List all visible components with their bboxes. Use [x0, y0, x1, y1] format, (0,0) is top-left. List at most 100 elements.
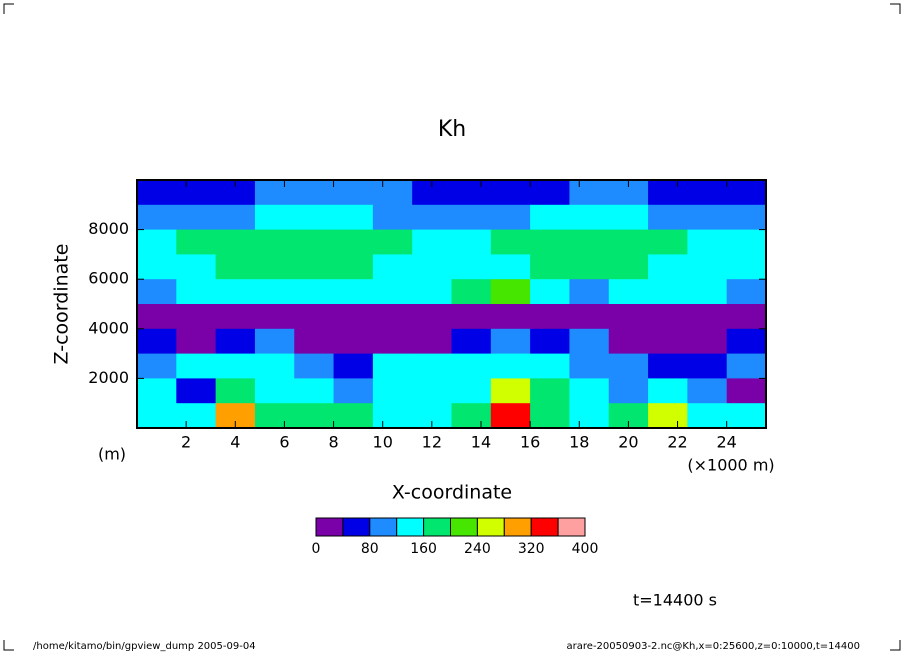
colorbar-swatch — [503, 517, 532, 537]
cell — [372, 304, 413, 330]
cell — [254, 328, 295, 355]
time-annotation: t=14400 s — [633, 591, 717, 610]
cell — [215, 279, 256, 305]
colorbar-label: 240 — [464, 541, 491, 557]
cell — [137, 180, 177, 206]
x-tick-label: 16 — [520, 433, 540, 452]
cell — [451, 353, 492, 379]
cell — [372, 378, 413, 404]
cell — [648, 204, 688, 231]
cell — [294, 328, 335, 355]
cell — [687, 378, 728, 404]
cell — [569, 403, 610, 429]
cell — [215, 254, 256, 280]
cell — [333, 180, 374, 206]
y-tick-label: 2000 — [88, 368, 129, 387]
x-tick-label: 6 — [279, 433, 289, 452]
cell — [372, 204, 413, 231]
cell — [333, 229, 374, 255]
cell — [372, 328, 413, 355]
cell — [648, 279, 688, 305]
cell — [412, 353, 452, 379]
cell — [569, 353, 610, 379]
cell — [451, 403, 492, 429]
x-tick-label: 14 — [471, 433, 491, 452]
cell — [569, 279, 610, 305]
colorbar-label: 160 — [410, 541, 437, 557]
cell — [490, 204, 531, 231]
cell — [726, 229, 767, 255]
cell — [137, 378, 177, 404]
cell — [451, 279, 492, 305]
cell — [372, 403, 413, 429]
cell — [176, 353, 217, 379]
cell — [254, 403, 295, 429]
cell — [333, 304, 374, 330]
cell — [490, 378, 531, 404]
cell — [608, 353, 649, 379]
cell — [451, 328, 492, 355]
y-tick-label: 8000 — [88, 219, 129, 238]
cell — [215, 328, 256, 355]
cell — [687, 403, 728, 429]
cell — [451, 180, 492, 206]
cell — [176, 279, 217, 305]
cell — [687, 353, 728, 379]
cell — [372, 254, 413, 280]
cell — [569, 180, 610, 206]
cell — [254, 353, 295, 379]
cell — [530, 204, 570, 231]
x-tick-label: 24 — [717, 433, 737, 452]
colorbar-label: 400 — [572, 541, 599, 557]
chart-title: Kh — [438, 117, 466, 142]
cell — [294, 180, 335, 206]
colorbar-swatch — [423, 517, 452, 537]
cell — [648, 229, 688, 255]
cell — [490, 279, 531, 305]
cell — [648, 254, 688, 280]
cell — [726, 353, 767, 379]
cell — [530, 328, 570, 355]
cell — [254, 180, 295, 206]
cell — [608, 279, 649, 305]
cell — [176, 180, 217, 206]
cell — [294, 229, 335, 255]
x-tick-label: 20 — [618, 433, 638, 452]
cell — [333, 403, 374, 429]
y-tick-label: 4000 — [88, 318, 129, 337]
cell — [726, 304, 767, 330]
cell — [451, 304, 492, 330]
cell — [333, 353, 374, 379]
colorbar-label: 0 — [312, 541, 321, 557]
cell — [294, 353, 335, 379]
cell — [648, 328, 688, 355]
cell — [608, 254, 649, 280]
cell — [490, 229, 531, 255]
cell — [294, 204, 335, 231]
cell — [137, 229, 177, 255]
colorbar-swatch — [476, 517, 505, 537]
cell — [648, 304, 688, 330]
cell — [726, 378, 767, 404]
cell — [412, 279, 452, 305]
cell — [333, 204, 374, 231]
cell — [412, 254, 452, 280]
cell — [176, 304, 217, 330]
cell — [137, 353, 177, 379]
cell — [530, 229, 570, 255]
colorbar-swatch — [557, 517, 586, 537]
cell — [294, 403, 335, 429]
cell — [254, 279, 295, 305]
x-axis-label: X-coordinate — [392, 482, 512, 504]
x-tick-label: 2 — [181, 433, 191, 452]
cell — [530, 353, 570, 379]
colorbar-swatch — [342, 517, 371, 537]
cell — [490, 180, 531, 206]
x-tick-label: 10 — [373, 433, 393, 452]
cell — [372, 229, 413, 255]
y-axis-label: Z-coordinate — [51, 244, 73, 365]
cell — [530, 304, 570, 330]
cell — [215, 204, 256, 231]
cell — [569, 328, 610, 355]
